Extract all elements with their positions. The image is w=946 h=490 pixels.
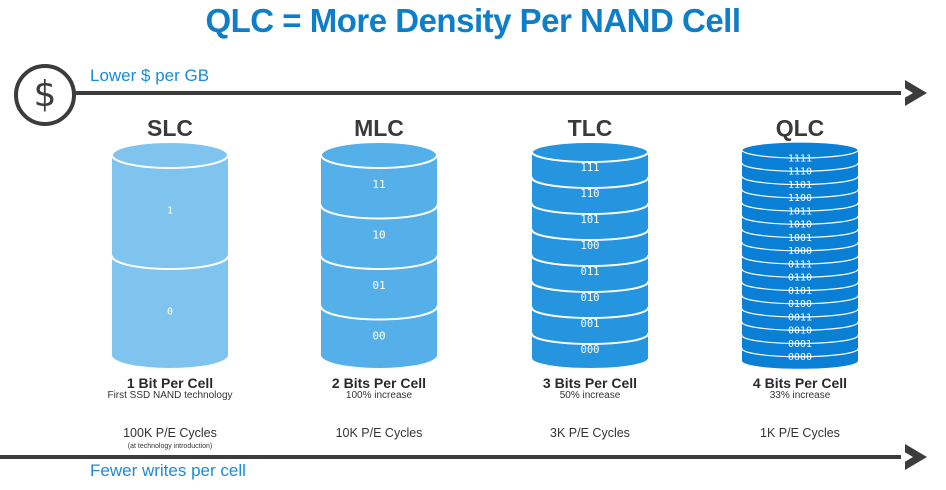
qlc-level-label: 0110 <box>788 273 812 284</box>
tlc-pe-cycles: 3K P/E Cycles <box>550 426 630 440</box>
qlc-level-label: 1101 <box>788 180 812 191</box>
mlc-level-label: 00 <box>372 330 385 343</box>
tlc-level-label: 000 <box>581 344 600 356</box>
tlc-bits-label: 3 Bits Per Cell <box>542 375 638 391</box>
qlc-level-label: 1110 <box>788 167 812 178</box>
tlc-level-label: 010 <box>581 292 600 304</box>
qlc-note: 33% increase <box>769 390 831 401</box>
mlc-level-label: 11 <box>372 178 385 191</box>
dollar-icon: $ <box>14 64 76 126</box>
mlc-level-disk <box>320 141 438 217</box>
tlc-level-label: 001 <box>581 318 600 330</box>
slc-note: First SSD NAND technology <box>107 390 233 401</box>
tlc-level-label: 011 <box>581 266 600 278</box>
mlc-level-label: 01 <box>372 279 385 292</box>
qlc-level-label: 0100 <box>788 299 812 310</box>
qlc-level-label: 1011 <box>788 206 812 217</box>
qlc-level-label: 0010 <box>788 326 812 337</box>
qlc-level-label: 1111 <box>788 153 812 164</box>
slc-bits-label: 1 Bit Per Cell <box>126 375 214 391</box>
top-axis-arrow-line <box>40 91 915 95</box>
mlc-bits-label: 2 Bits Per Cell <box>331 375 427 391</box>
mlc-pe-cycles: 10K P/E Cycles <box>335 426 423 440</box>
tlc-level-label: 111 <box>581 162 600 174</box>
top-axis-arrow-head-inner <box>901 86 913 100</box>
bottom-axis-arrow-line <box>0 455 915 459</box>
tlc-level-disk <box>531 141 649 186</box>
qlc-level-label: 1010 <box>788 220 812 231</box>
slc-pe-cycles: 100K P/E Cycles <box>123 426 217 440</box>
tlc-level-label: 101 <box>581 214 600 226</box>
qlc-cylinder: 1111 1110 1101 1100 1011 1010 1001 1000 0111 0110… <box>741 141 859 369</box>
mlc-cylinder: 11 10 01 00 <box>320 141 438 368</box>
tlc-note: 50% increase <box>559 390 621 401</box>
qlc-level-label: 0101 <box>788 286 812 297</box>
tlc-level-label: 110 <box>581 188 600 200</box>
slc-title: SLC <box>147 115 193 141</box>
qlc-level-label: 0111 <box>788 259 812 270</box>
tlc-cylinder: 111 110 101 100 011 010 001 000 <box>531 141 649 368</box>
mlc-level-label: 10 <box>372 229 385 242</box>
qlc-level-label: 1001 <box>788 233 812 244</box>
qlc-level-label: 0000 <box>788 352 812 363</box>
page-title: QLC = More Density Per NAND Cell <box>205 2 741 39</box>
qlc-level-label: 0001 <box>788 339 812 350</box>
tlc-level-label: 100 <box>581 240 600 252</box>
qlc-level-disk <box>741 141 859 171</box>
qlc-level-label: 1000 <box>788 246 812 257</box>
qlc-pe-cycles: 1K P/E Cycles <box>760 426 840 440</box>
slc-cylinder: 10 <box>111 141 229 368</box>
slc-level-label: 1 <box>167 205 173 216</box>
qlc-level-label: 0011 <box>788 312 812 323</box>
qlc-bits-label: 4 Bits Per Cell <box>752 375 848 391</box>
tlc-title: TLC <box>567 115 613 141</box>
qlc-level-label: 1100 <box>788 193 812 204</box>
slc-level-label: 0 <box>167 306 173 317</box>
top-axis-label: Lower $ per GB <box>90 66 210 85</box>
qlc-title: QLC <box>775 115 825 141</box>
slc-level-disk <box>111 141 229 267</box>
mlc-note: 100% increase <box>345 390 413 401</box>
bottom-axis-arrow-head-inner <box>901 450 913 464</box>
slc-pe-note: (at technology introduction) <box>127 443 213 450</box>
mlc-title: MLC <box>354 115 404 141</box>
bottom-axis-label: Fewer writes per cell <box>90 461 246 480</box>
